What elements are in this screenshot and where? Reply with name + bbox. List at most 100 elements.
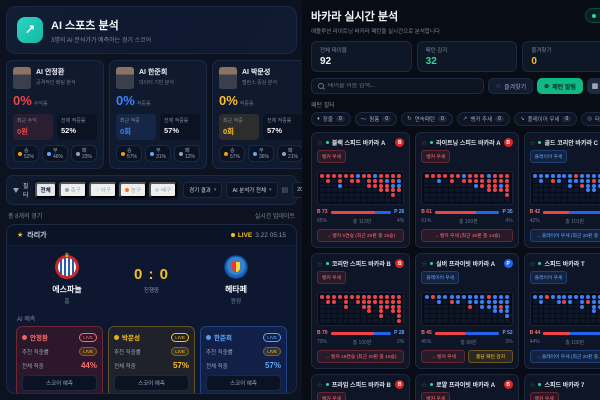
badge-dot-icon	[121, 151, 125, 156]
bead-dot-b	[332, 299, 337, 304]
pattern-signal-button[interactable]: → 플레이어 우세 (최근 20판 중 13승)	[529, 229, 600, 242]
sport-filter-농구[interactable]: 농구	[118, 182, 148, 198]
pattern-signal-button[interactable]: 퐁당 패턴 감지	[468, 350, 513, 363]
analyst-card[interactable]: AI 박문성 밸런스 중심 분석 0% 적중률 최근 적중 0회 전체 적중률 57% 승 57…	[212, 60, 310, 169]
bead-cell	[467, 178, 473, 183]
analyst-card[interactable]: AI 한준희 데이터 기반 분석 0% 적중률 최근 적중 0회 전체 적중률 57% 승 57…	[109, 60, 207, 169]
player-count: P 28	[394, 330, 405, 336]
baccarat-table-card[interactable]: ☆ 블랙 스피드 바카라 A B 뱅커 우세 B 73 P 26 65% 총 113판 4% → …	[311, 132, 411, 248]
favorites-button[interactable]: ☆ 즐겨찾기	[488, 78, 534, 94]
baccarat-table-card[interactable]: ☆골드 코리안 바카라 CP플레이어 우세B 42P 5542%총 101판3%…	[523, 132, 600, 248]
pattern-signal-button[interactable]: → 플레이어 우세 (최근 20판 중 12승)	[529, 350, 600, 363]
bead-column	[343, 173, 349, 202]
player-count: P 26	[394, 209, 405, 215]
banker-pct: 65%	[317, 218, 328, 224]
pattern-chip-타이[interactable]: ◎타이0	[581, 112, 600, 126]
favorite-star-icon[interactable]: ☆	[421, 260, 428, 268]
favorite-star-icon[interactable]: ☆	[421, 381, 428, 389]
pattern-signal-button[interactable]: → 뱅커 5연승 (최근 20판 중 15승)	[317, 229, 405, 242]
analyst-badges: 승 57% 무 31% 패 12%	[116, 145, 200, 162]
pattern-chip-뱅커 추세[interactable]: ↗ 뱅커 추세 0	[456, 112, 510, 126]
row2-label: 전체 적중	[206, 363, 228, 370]
bead-cell	[367, 193, 372, 198]
bead-cell	[390, 178, 396, 183]
prediction-panel[interactable]: 안정환 LIVE 추천 적중률 LIVE 전체 적중 44% 스코어 예측	[16, 326, 103, 393]
bead-cell	[442, 304, 448, 309]
bead-dot-b	[580, 183, 585, 188]
summary-row: 총 8개의 경기 실시간 업데이트	[8, 211, 295, 220]
bead-cell	[579, 309, 585, 314]
pattern-chip-플레이어 우세[interactable]: ↘ 플레이어 우세 0	[513, 112, 578, 126]
bead-cell	[556, 173, 562, 178]
prediction-panel[interactable]: 한준희 LIVE 추천 적중률 LIVE 전체 적중 57% 스코어 예측	[200, 326, 287, 393]
favorite-star-icon[interactable]: ☆	[529, 381, 536, 389]
favorite-star-icon[interactable]: ☆	[529, 139, 536, 147]
sports-header-card: ↗ AI 스포츠 분석 3명의 AI 분석가가 예측하는 경기 스코어	[6, 6, 297, 54]
favorite-star-icon[interactable]: ☆	[317, 260, 323, 268]
bead-cell	[573, 198, 579, 202]
bead-column	[372, 173, 378, 202]
baccarat-table-card[interactable]: ☆ 라이트닝 스피드 바카라 A B 뱅커 우세 B 61 P 35 61% 총 100판 4%…	[415, 132, 519, 248]
panel-detail-button[interactable]: 스코어 예측	[22, 375, 97, 391]
filter-select[interactable]: AI 분석가 전체 ▾	[226, 182, 278, 198]
table-search-input[interactable]	[328, 83, 478, 89]
bead-cell	[461, 319, 467, 323]
grid-view-button[interactable]: ▦	[586, 78, 600, 94]
analyst-badge: 패 12%	[174, 145, 200, 162]
favorite-star-icon[interactable]: ☆	[317, 381, 323, 389]
bead-cell	[378, 314, 384, 319]
favorite-star-icon[interactable]: ☆	[317, 139, 323, 147]
ratio-bar	[330, 210, 392, 214]
sport-filter-야구[interactable]: 야구	[88, 182, 117, 198]
sport-filter-배구[interactable]: 배구	[149, 182, 178, 198]
favorite-star-icon[interactable]: ☆	[421, 139, 428, 147]
bead-column	[461, 173, 467, 202]
pattern-chip-핑퐁[interactable]: 〜 핑퐁 0	[354, 112, 398, 126]
panel-detail-button[interactable]: 스코어 예측	[206, 375, 281, 391]
pattern-alert-button[interactable]: ⊕ 패턴 알림	[537, 78, 583, 94]
bead-dot-p	[585, 294, 590, 299]
bead-dot-p	[580, 304, 585, 309]
prediction-panel[interactable]: 박문성 LIVE 추천 적중률 LIVE 전체 적중 57% 스코어 예측	[108, 326, 195, 393]
bead-cell	[331, 309, 337, 314]
bead-dot-p	[437, 294, 442, 299]
search-box[interactable]	[311, 78, 485, 94]
table-card-head: ☆ 코리안 스피드 바카라 B B	[317, 259, 405, 268]
sports-analysis-panel: ↗ AI 스포츠 분석 3명의 AI 분석가가 예측하는 경기 스코어 AI 안…	[0, 0, 396, 400]
bead-dot-b	[562, 299, 567, 304]
analyst-card[interactable]: AI 안정환 공격적인 베팅 분석 0% 수익률 최근 수익 0원 전체 적중률 52% 승 5…	[6, 60, 104, 169]
baccarat-table-card[interactable]: ☆스피드 바카라 TP플레이어 우세B 44P 5644%총 102판2%→ 플…	[523, 253, 600, 369]
bead-dot-p	[461, 173, 466, 178]
table-status-dot	[430, 141, 434, 144]
table-card-head: ☆스피드 바카라 7B	[529, 380, 600, 390]
pattern-signal-button[interactable]: → 뱅커 우세 (최근 20판 중 14승)	[421, 229, 513, 242]
baccarat-table-card[interactable]: ☆ 코리안 스피드 바카라 B B 뱅커 우세 B 70 P 28 70% 총 100판 2% →…	[311, 253, 411, 369]
bead-cell	[532, 299, 538, 304]
pattern-chip-장줄[interactable]: ♦ 장줄 0	[311, 112, 351, 126]
bead-cell	[442, 314, 448, 319]
sport-filter-text: 야구	[100, 188, 111, 194]
bead-column	[573, 294, 579, 323]
filter-selects: 경기 결과 ▾ AI 분석가 전체 ▾	[183, 182, 278, 198]
match-card[interactable]: ★ 라리가 LIVE 3.22 05:15 ♛ 에스파뇰 홈 0 : 0 진행중	[6, 224, 297, 394]
filter-select[interactable]: 경기 결과 ▾	[183, 182, 223, 198]
sport-filter-전체[interactable]: 전체	[34, 182, 57, 198]
pattern-signal-button[interactable]: → 뱅커 18연승 (최근 20판 중 18승)	[317, 350, 405, 363]
bead-cell	[486, 319, 492, 323]
ratio-bar	[434, 210, 500, 214]
bead-cell	[448, 314, 455, 319]
bead-cell	[597, 294, 600, 299]
panel-detail-button[interactable]: 스코어 예측	[114, 375, 189, 391]
baccarat-table-card[interactable]: ☆ 실버 프라이빗 바카라 A P 플레이어 우세 B 45 P 52 45% 총 99판 3%…	[415, 253, 519, 369]
bead-cell	[337, 193, 343, 198]
bead-dot-p	[591, 304, 596, 309]
pattern-signal-button[interactable]: → 뱅커 우세	[421, 350, 466, 363]
favorite-star-icon[interactable]: ☆	[529, 260, 536, 268]
sport-filter-축구[interactable]: 축구	[58, 182, 87, 198]
pattern-chip-연속패턴[interactable]: ↻ 연속패턴 0	[401, 112, 453, 126]
bead-dot-b	[367, 299, 372, 304]
table-pattern-buttons: → 플레이어 우세 (최근 20판 중 13승)	[529, 229, 600, 242]
